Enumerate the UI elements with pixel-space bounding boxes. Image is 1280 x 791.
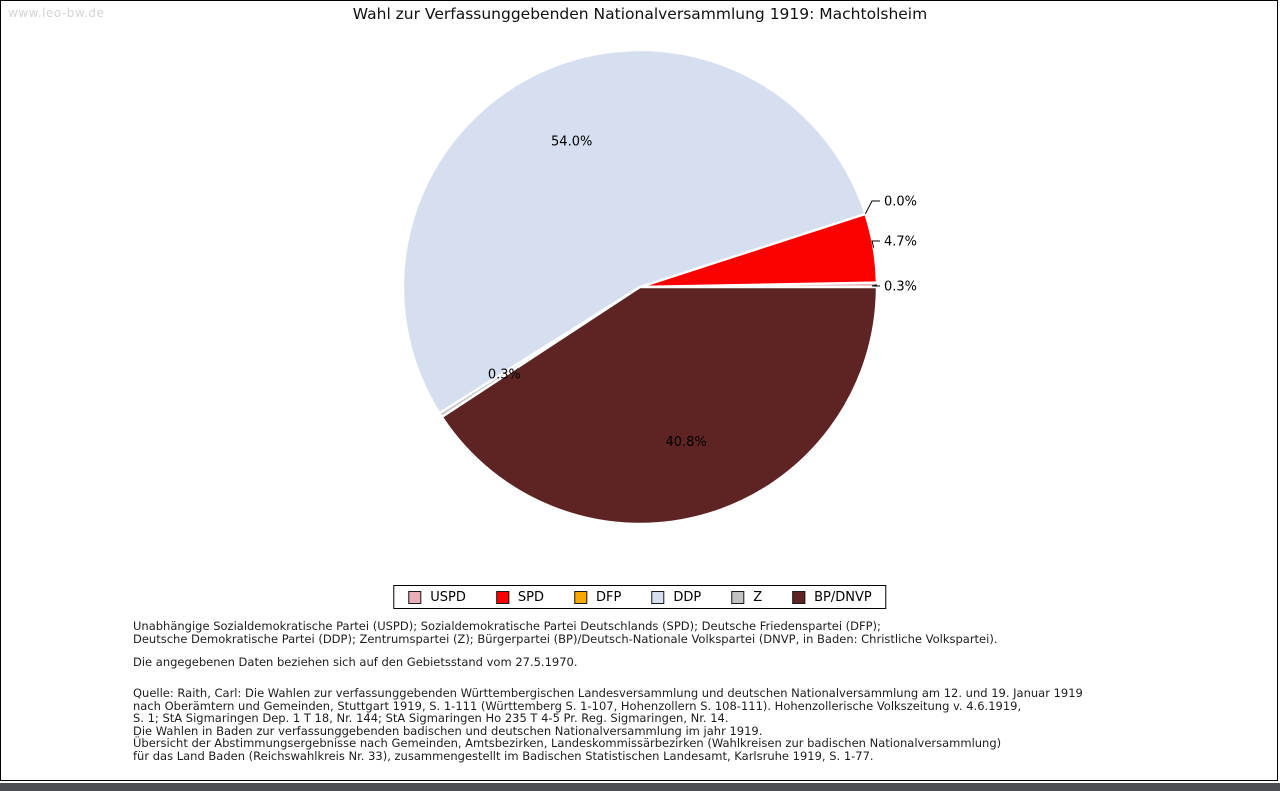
legend-swatch-icon [408, 590, 422, 604]
footnote-gebietsstand: Die angegebenen Daten beziehen sich auf … [133, 655, 578, 669]
pie-pct-label-ddp: 54.0% [551, 135, 592, 150]
legend-swatch-icon [651, 590, 665, 604]
legend-item-uspd: USPD [408, 590, 466, 605]
legend-swatch-icon [574, 590, 588, 604]
footnote-parties: Unabhängige Sozialdemokratische Partei (… [133, 620, 997, 645]
bottom-edge-bar [0, 783, 1280, 791]
watermark: www.leo-bw.de [8, 6, 105, 20]
legend-label: DFP [596, 589, 622, 605]
legend-swatch-icon [731, 590, 745, 604]
footnote-quelle: Quelle: Raith, Carl: Die Wahlen zur verf… [133, 687, 1083, 763]
legend-label: Z [753, 589, 763, 605]
legend-swatch-icon [495, 590, 509, 604]
pie-pct-label-bp-dnvp: 40.8% [665, 435, 706, 450]
chart-title: Wahl zur Verfassunggebenden Nationalvers… [352, 5, 928, 23]
legend-item-spd: SPD [495, 589, 545, 605]
footnote-quelle-line: Die Wahlen in Baden zur verfassunggebend… [133, 723, 763, 738]
legend-item-z: Z [731, 590, 762, 605]
legend-swatch-icon [792, 590, 806, 604]
legend-label: BP/DNVP [814, 589, 872, 605]
legend-label: SPD [517, 589, 545, 605]
pie-pct-label-z: 0.3% [488, 368, 521, 383]
footnote-quelle-line: S. 1; StA Sigmaringen Dep. 1 T 18, Nr. 1… [133, 711, 729, 726]
pie-callout-line-dfp [864, 200, 880, 215]
footnote-parties-line2: Deutsche Demokratische Partei (DDP); Zen… [133, 631, 998, 646]
footnote-quelle-line: Quelle: Raith, Carl: Die Wahlen zur verf… [133, 686, 1083, 700]
legend-label: USPD [430, 589, 466, 605]
footnote-quelle-line: für das Land Baden (Reichswahlkreis Nr. … [133, 748, 874, 763]
pie-slice-bp-dnvp [440, 285, 879, 526]
pie-callout-line-uspd [871, 284, 880, 287]
footnote-quelle-line: nach Oberämtern und Gemeinden, Stuttgart… [133, 698, 1022, 713]
pie-slice-ddp [401, 48, 867, 415]
pie-chart: 0.3% 4.7% 0.0% 54.0% 0.3% 40.8% [401, 48, 917, 526]
footnote-parties-line1: Unabhängige Sozialdemokratische Partei (… [133, 619, 881, 633]
pie-pct-label-dfp: 0.0% [884, 195, 917, 210]
pie-pct-label-uspd: 0.3% [884, 280, 917, 295]
legend: USPD SPD DFP DDP Z BP/DNVP [393, 585, 887, 609]
legend-item-ddp: DDP [651, 590, 701, 605]
pie-callout-line-spd [871, 240, 880, 248]
legend-item-bp-dnvp: BP/DNVP [792, 590, 872, 605]
legend-item-dfp: DFP [574, 590, 621, 605]
pie-pct-label-spd: 4.7% [884, 235, 917, 250]
legend-label: DDP [673, 589, 702, 605]
footnote-quelle-line: Übersicht der Abstimmungsergebnisse nach… [133, 736, 1002, 751]
